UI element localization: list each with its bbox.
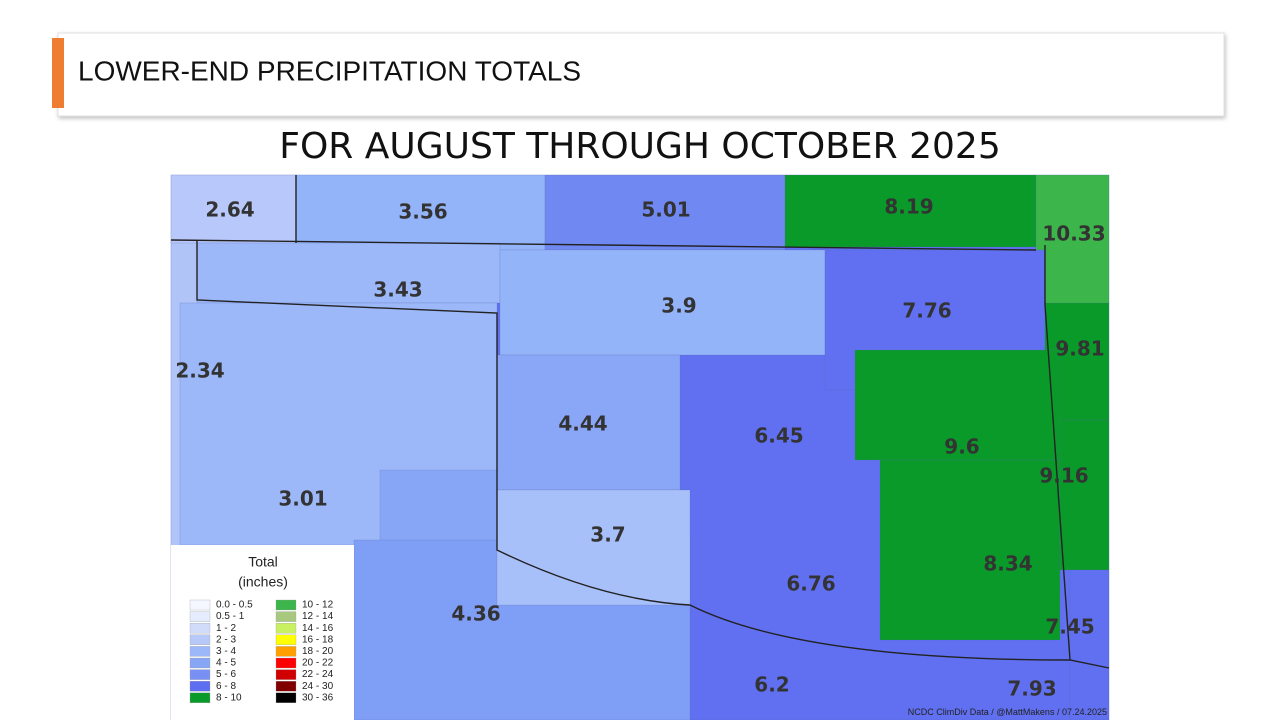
legend-swatch [189, 634, 211, 645]
credit: NCDC ClimDiv Data / @MattMakens / 07.24.… [908, 707, 1107, 717]
legend-swatch [189, 692, 211, 703]
legend-label: 14 - 16 [302, 623, 334, 634]
map-region [784, 174, 1037, 248]
legend-label: 30 - 36 [302, 692, 334, 703]
legend-swatch [189, 611, 211, 622]
map-region [379, 469, 498, 546]
legend-label: 16 - 18 [302, 634, 334, 645]
map-region [170, 174, 297, 244]
legend-label: 22 - 24 [302, 669, 334, 680]
legend-swatch [189, 681, 211, 692]
map-region [1069, 569, 1110, 720]
legend-swatch [275, 657, 297, 669]
legend-swatch [275, 634, 297, 645]
map-region [499, 249, 826, 356]
legend-swatch [189, 599, 211, 611]
map-title: FOR AUGUST THROUGH OCTOBER 2025 [279, 126, 1001, 167]
region-value: 3.43 [373, 278, 422, 302]
region-value: 7.76 [902, 299, 951, 323]
region-value: 6.2 [754, 673, 789, 697]
region-value: 3.9 [661, 294, 696, 318]
region-value: 3.56 [398, 200, 447, 224]
legend-label: 24 - 30 [302, 681, 334, 692]
legend-label: 12 - 14 [302, 611, 334, 622]
legend-swatch [275, 599, 297, 611]
region-value: 10.33 [1042, 222, 1105, 246]
map-region [496, 354, 681, 491]
legend: 0.0 - 0.50.5 - 11 - 22 - 33 - 44 - 55 - … [189, 599, 334, 703]
map-region [496, 489, 691, 606]
legend-swatch [189, 669, 211, 680]
state-border [1044, 245, 1071, 661]
legend-label: 4 - 5 [216, 658, 236, 669]
region-value: 4.36 [451, 602, 500, 626]
legend-label: 6 - 8 [216, 681, 236, 692]
legend-swatch [275, 692, 297, 703]
state-border [170, 239, 1037, 251]
region-value: 3.01 [278, 487, 327, 511]
map-labels: 2.64 3.56 5.01 8.19 10.33 3.43 3.9 7.76 9.81 2.34… [175, 195, 1105, 701]
legend-swatch [275, 623, 297, 634]
legend-label: 0.0 - 0.5 [216, 600, 253, 611]
header-title: LOWER-END PRECIPITATION TOTALS [78, 55, 581, 86]
legend-swatch [189, 646, 211, 657]
legend-label: 8 - 10 [216, 692, 242, 703]
map-region [196, 242, 501, 304]
legend-swatch [275, 646, 297, 657]
legend-label: 18 - 20 [302, 646, 334, 657]
region-value: 6.76 [786, 572, 835, 596]
region-value: 9.6 [944, 435, 979, 459]
legend-swatch [275, 669, 297, 680]
region-value: 3.7 [590, 523, 625, 547]
legend-label: 5 - 6 [216, 669, 236, 680]
region-value: 7.93 [1007, 677, 1056, 701]
region-value: 6.45 [754, 424, 803, 448]
region-value: 8.34 [983, 552, 1032, 576]
legend-title: Total [248, 554, 278, 570]
legend-subtitle: (inches) [238, 574, 288, 590]
legend-label: 10 - 12 [302, 600, 334, 611]
legend-label: 3 - 4 [216, 646, 236, 657]
map-region [1035, 174, 1110, 306]
legend-swatch [189, 623, 211, 634]
legend-swatch [189, 657, 211, 669]
region-value: 2.34 [175, 359, 224, 383]
region-value: 9.81 [1055, 337, 1104, 361]
region-value: 5.01 [641, 198, 690, 222]
legend-label: 0.5 - 1 [216, 611, 245, 622]
region-value: 2.64 [205, 198, 254, 222]
legend-label: 2 - 3 [216, 634, 236, 645]
map-region [1059, 419, 1110, 571]
header-box [57, 32, 1225, 117]
region-value: 7.45 [1045, 615, 1094, 639]
region-value: 8.19 [884, 195, 933, 219]
legend-label: 1 - 2 [216, 623, 236, 634]
legend-label: 20 - 22 [302, 658, 334, 669]
region-value: 9.16 [1039, 464, 1088, 488]
state-border [196, 240, 1110, 669]
legend-swatch [275, 681, 297, 692]
region-value: 4.44 [558, 412, 607, 436]
map-region [879, 459, 1061, 641]
map-region [295, 174, 546, 251]
map-region [854, 349, 1061, 461]
legend-swatch [275, 611, 297, 622]
header-accent [52, 38, 64, 108]
